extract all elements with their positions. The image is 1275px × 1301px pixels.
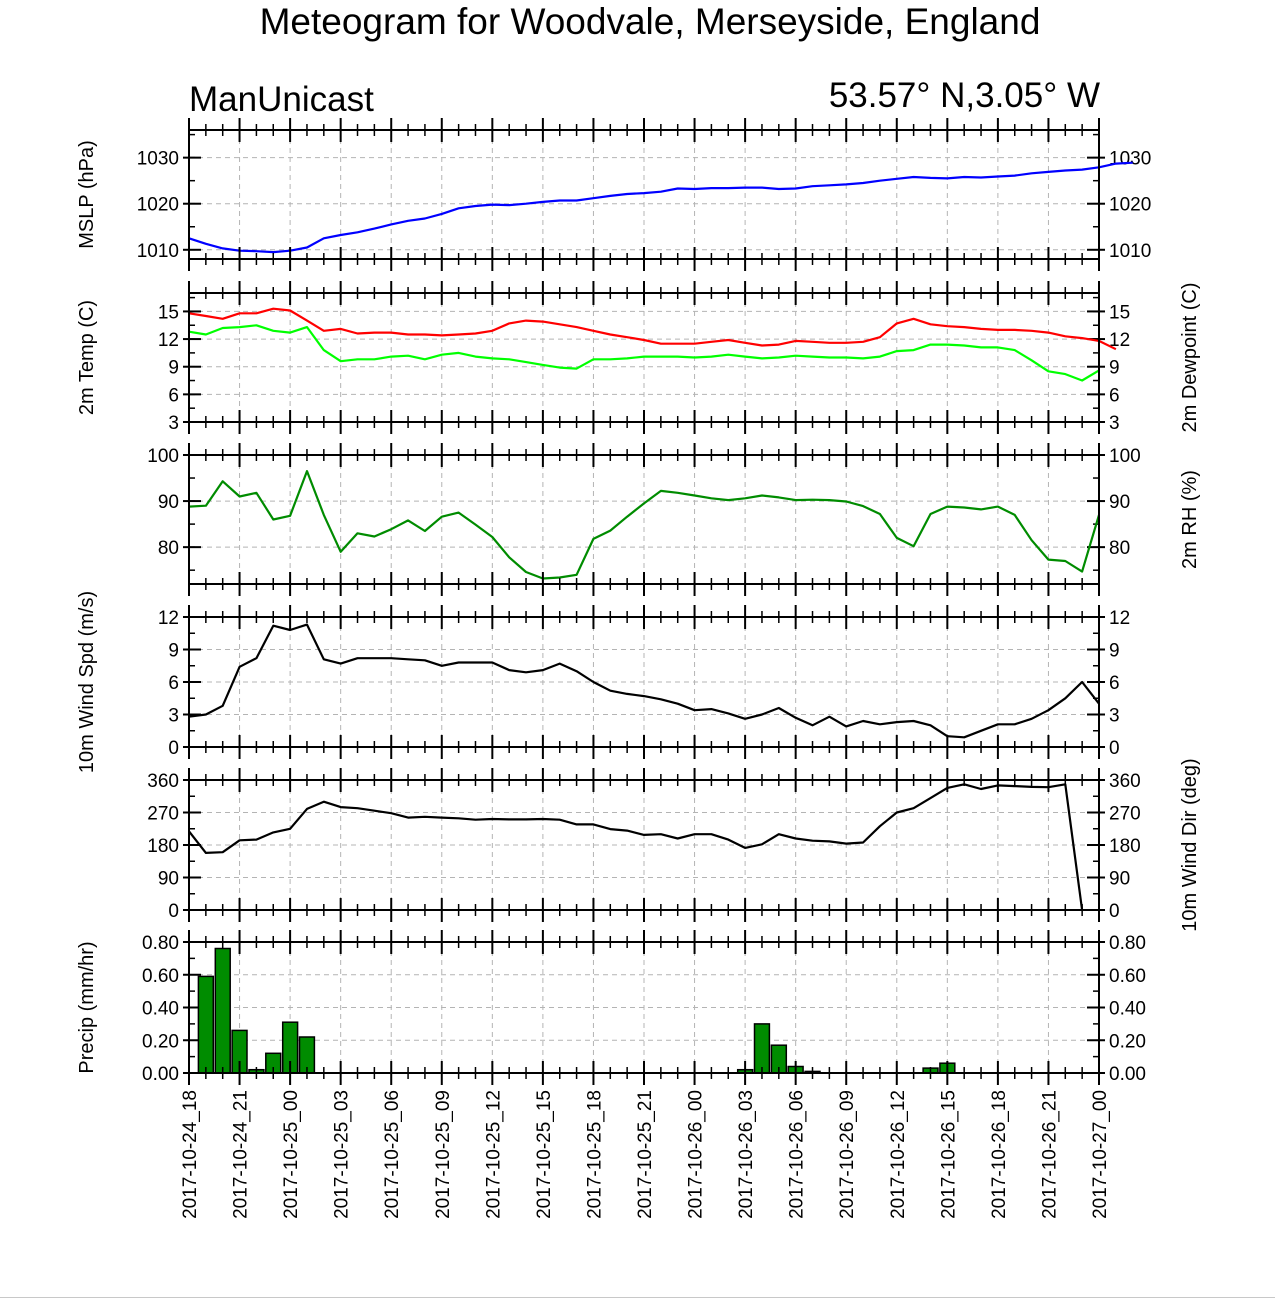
- panel-2-frame: [188, 292, 1100, 423]
- panel-4-frame: [188, 616, 1100, 748]
- xtick-label: 2017-10-25_18: [584, 1090, 605, 1219]
- panel-1-series-1-line: [188, 161, 1133, 254]
- panel-2-ylabel-right: 2m Dewpoint (C): [1179, 282, 1201, 432]
- panel-2-ytick-label-left: 6: [168, 385, 179, 406]
- panel-3-frame: [188, 454, 1100, 585]
- panel-1-ytick-label-left: 1030: [137, 149, 179, 170]
- panel-3-ytick-label-right: 80: [1109, 538, 1130, 559]
- panel-5-ytick-label-right: 270: [1109, 804, 1141, 825]
- panel-5-ytick-label-left: 270: [147, 804, 179, 825]
- panel-6-precip-bar: [753, 1023, 771, 1074]
- panel-6-ytick-label-right: 0.60: [1109, 966, 1146, 987]
- panel-6-precip-bar: [214, 947, 231, 1074]
- panel-4-ytick-label-left: 6: [168, 673, 179, 694]
- panel-2-ytick-label-left: 12: [158, 330, 179, 351]
- panel-3-series-1-line: [188, 470, 1101, 580]
- panel-6-ytick-label-left: 0.20: [142, 1031, 179, 1052]
- location-coordinates: 53.57° N,3.05° W: [828, 76, 1100, 115]
- chart-title: Meteogram for Woodvale, Merseyside, Engl…: [259, 1, 1041, 42]
- panel-6-ytick-label-left: 0.80: [142, 933, 179, 954]
- xtick-label: 2017-10-25_00: [281, 1090, 302, 1219]
- panel-4-ytick-label-right: 3: [1109, 706, 1120, 727]
- panel-6-ytick-label-right: 0.80: [1109, 933, 1146, 954]
- xtick-label: 2017-10-26_18: [989, 1090, 1010, 1219]
- panel-2-ytick-label-right: 15: [1109, 302, 1130, 323]
- panel-5-ytick-label-right: 90: [1109, 869, 1130, 890]
- panel-1-ytick-label-right: 1030: [1109, 149, 1151, 170]
- panel-2-ytick-label-left: 3: [168, 413, 179, 434]
- xtick-label: 2017-10-26_12: [888, 1090, 909, 1219]
- panel-4-ytick-label-right: 6: [1109, 673, 1120, 694]
- xtick-label: 2017-10-25_03: [332, 1090, 353, 1219]
- xtick-label: 2017-10-25_12: [483, 1090, 504, 1219]
- panel-4-ytick-label-left: 9: [168, 641, 179, 662]
- panel-3-ytick-label-right: 100: [1109, 446, 1141, 467]
- panel-5-ytick-label-left: 360: [147, 771, 179, 792]
- panel-6-ylabel-left: Precip (mm/hr): [76, 941, 98, 1073]
- panel-5-ytick-label-left: 0: [168, 901, 179, 922]
- panel-4-ytick-label-left: 3: [168, 706, 179, 727]
- bottom-divider: [0, 1297, 1275, 1298]
- panel-3-ytick-label-right: 90: [1109, 492, 1130, 513]
- panel-2-series-1-line: [188, 307, 1117, 351]
- panel-2-ytick-label-right: 9: [1109, 358, 1120, 379]
- panel-3-ytick-label-left: 80: [158, 538, 179, 559]
- panel-3-ytick-label-left: 100: [147, 446, 179, 467]
- panel-4-ytick-label-right: 12: [1109, 608, 1130, 629]
- xtick-label: 2017-10-26_09: [837, 1090, 858, 1219]
- panel-2-ytick-label-right: 3: [1109, 413, 1120, 434]
- panel-6-ytick-label-right: 0.40: [1109, 999, 1146, 1020]
- panel-4-ylabel-left: 10m Wind Spd (m/s): [76, 591, 98, 773]
- panel-6-ytick-label-right: 0.00: [1109, 1064, 1146, 1085]
- panel-5-ytick-label-right: 180: [1109, 836, 1141, 857]
- panel-5-frame: [188, 779, 1100, 911]
- xtick-label: 2017-10-26_21: [1039, 1090, 1060, 1219]
- xtick-label: 2017-10-24_18: [180, 1090, 201, 1219]
- panel-4-ytick-label-right: 0: [1109, 738, 1120, 759]
- xtick-label: 2017-10-25_21: [635, 1090, 656, 1219]
- panel-6-ytick-label-left: 0.00: [142, 1064, 179, 1085]
- model-name: ManUnicast: [189, 80, 374, 119]
- panel-3-ytick-label-left: 90: [158, 492, 179, 513]
- panel-6-ytick-label-left: 0.60: [142, 966, 179, 987]
- panel-1-ylabel-left: MSLP (hPa): [76, 140, 98, 249]
- panel-6-ytick-label-right: 0.20: [1109, 1031, 1146, 1052]
- panel-5-ytick-label-right: 360: [1109, 771, 1141, 792]
- panel-1-ytick-label-right: 1010: [1109, 241, 1151, 262]
- panel-2-ytick-label-right: 12: [1109, 330, 1130, 351]
- panel-2-series-2-line: [188, 324, 1100, 382]
- panel-2-ytick-label-right: 6: [1109, 385, 1120, 406]
- panel-5-ytick-label-right: 0: [1109, 901, 1120, 922]
- panel-4-ytick-label-left: 12: [158, 608, 179, 629]
- panel-5-ytick-label-left: 90: [158, 869, 179, 890]
- panel-1-ytick-label-left: 1010: [137, 241, 179, 262]
- panel-6-frame: [188, 941, 1100, 1074]
- xtick-label: 2017-10-24_21: [231, 1090, 252, 1219]
- panel-5-ylabel-right: 10m Wind Dir (deg): [1179, 758, 1201, 931]
- panel-2-ytick-label-left: 9: [168, 358, 179, 379]
- xtick-label: 2017-10-27_00: [1090, 1090, 1111, 1219]
- panel-4-ytick-label-left: 0: [168, 738, 179, 759]
- xtick-label: 2017-10-25_09: [433, 1090, 454, 1219]
- panel-1-frame: [188, 129, 1100, 260]
- panel-5-series-1-line: [188, 783, 1084, 911]
- panel-4-ytick-label-right: 9: [1109, 641, 1120, 662]
- panel-1-ytick-label-right: 1020: [1109, 195, 1151, 216]
- xtick-label: 2017-10-26_06: [787, 1090, 808, 1219]
- panel-6-ytick-label-left: 0.40: [142, 999, 179, 1020]
- panel-6-precip-bar: [197, 975, 215, 1074]
- xtick-label: 2017-10-26_15: [938, 1090, 959, 1219]
- panel-1-ytick-label-left: 1020: [137, 195, 179, 216]
- panel-5-ytick-label-left: 180: [147, 836, 179, 857]
- xtick-label: 2017-10-25_15: [534, 1090, 555, 1219]
- panel-2-ylabel-left: 2m Temp (C): [76, 300, 98, 415]
- panel-3-ylabel-right: 2m RH (%): [1179, 470, 1201, 569]
- xtick-label: 2017-10-26_03: [736, 1090, 757, 1219]
- panel-2-ytick-label-left: 15: [158, 302, 179, 323]
- xtick-label: 2017-10-26_00: [686, 1090, 707, 1219]
- xtick-label: 2017-10-25_06: [382, 1090, 403, 1219]
